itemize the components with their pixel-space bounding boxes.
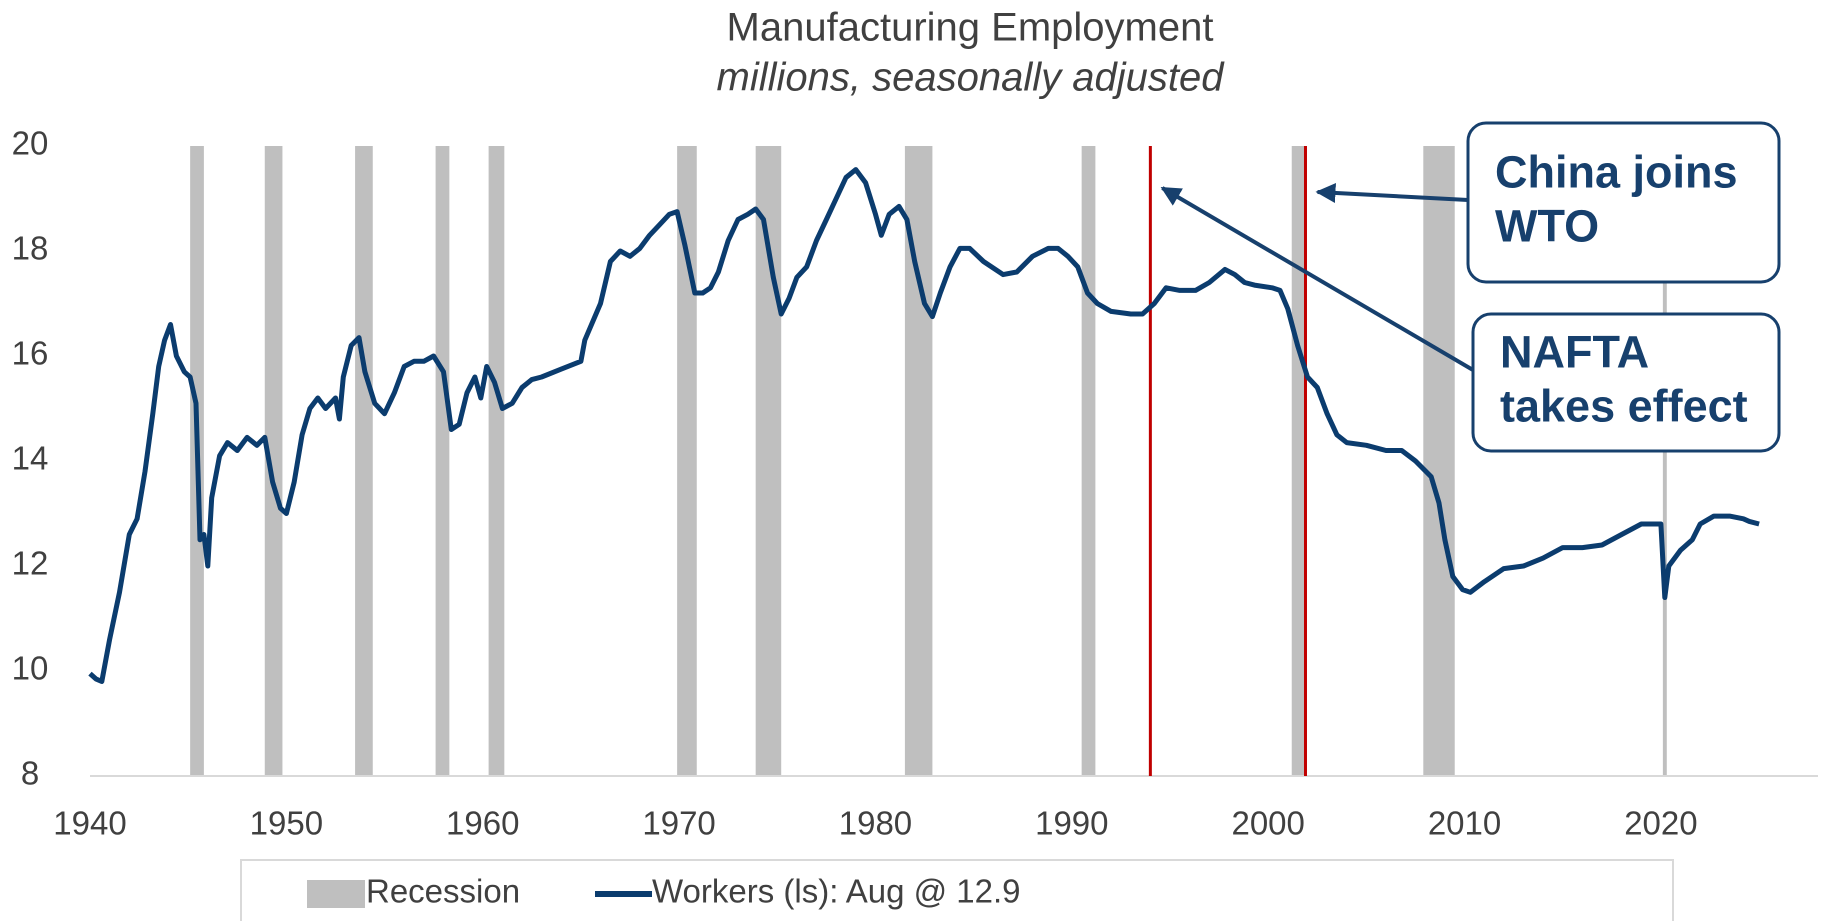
annotation-text: takes effect	[1500, 380, 1748, 431]
y-tick-label: 14	[12, 440, 49, 477]
y-tick-label: 18	[12, 230, 49, 267]
y-tick-label: 12	[12, 545, 49, 582]
x-tick-label: 1970	[642, 805, 715, 842]
recession-band	[435, 146, 450, 776]
recession-band	[904, 146, 933, 776]
x-tick-label: 2010	[1428, 805, 1501, 842]
x-tick-label: 1960	[446, 805, 519, 842]
annotation-box	[1471, 312, 1781, 453]
recession-band	[1423, 146, 1455, 776]
x-tick-label: 1950	[250, 805, 323, 842]
x-tick-label: 2000	[1231, 805, 1304, 842]
chart-subtitle: millions, seasonally adjusted	[717, 56, 1226, 100]
legend-box	[240, 859, 1674, 921]
chart-title: Manufacturing Employment	[727, 6, 1214, 50]
annotation-arrow	[1160, 186, 1475, 372]
y-tick-label: 20	[12, 125, 49, 162]
annotation-text: NAFTA	[1500, 326, 1649, 377]
legend-label: Workers (ls): Aug @ 12.9	[652, 873, 1021, 910]
recession-band	[488, 146, 505, 776]
y-tick-label: 16	[12, 335, 49, 372]
x-tick-label: 2020	[1624, 805, 1697, 842]
data-line	[88, 167, 1760, 684]
annotation-box	[1466, 121, 1781, 284]
y-tick-label: 8	[21, 755, 39, 792]
x-tick-label: 1990	[1035, 805, 1108, 842]
legend-label: Recession	[366, 873, 520, 910]
recession-band	[355, 146, 373, 776]
recession-band	[1291, 146, 1306, 776]
annotation-text: WTO	[1495, 200, 1599, 251]
annotation-arrow	[1315, 182, 1469, 203]
recession-band	[1662, 146, 1667, 776]
x-tick-label: 1980	[839, 805, 912, 842]
annotation-text: China joins	[1495, 146, 1738, 197]
legend-swatch	[307, 880, 365, 908]
recession-band	[1081, 146, 1096, 776]
recession-band	[677, 146, 697, 776]
x-tick-label: 1940	[53, 805, 126, 842]
recession-band	[264, 146, 283, 776]
y-tick-label: 10	[12, 650, 49, 687]
